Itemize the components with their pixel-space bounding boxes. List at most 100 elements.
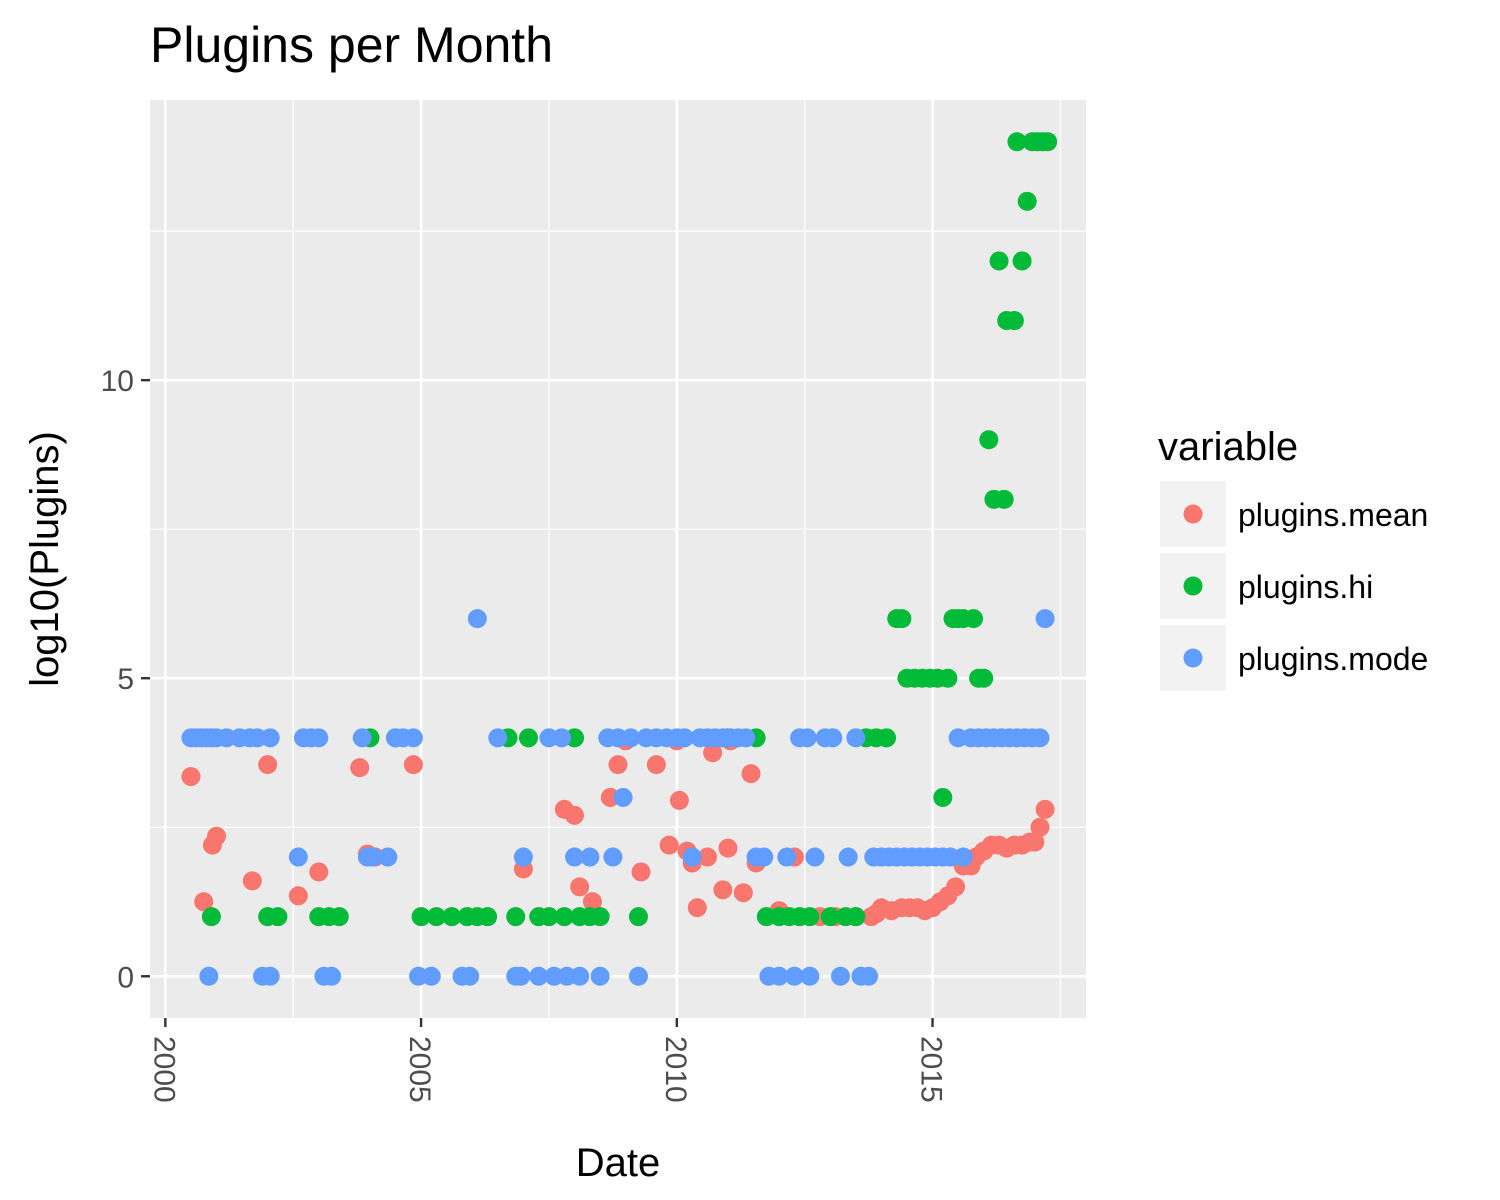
data-point (963, 609, 983, 629)
data-point (933, 787, 953, 807)
data-point (442, 907, 462, 927)
x-tick-label: 2015 (915, 1036, 948, 1103)
data-point (698, 847, 718, 867)
data-point (309, 862, 329, 882)
data-point (309, 728, 329, 748)
plot-panel (150, 100, 1086, 1018)
data-point (800, 907, 820, 927)
data-point (628, 907, 648, 927)
data-point (478, 907, 498, 927)
data-point (1035, 609, 1055, 629)
data-point (199, 966, 219, 986)
data-point (820, 907, 840, 927)
data-point (892, 609, 912, 629)
data-point (603, 847, 623, 867)
data-point (846, 728, 866, 748)
data-point (580, 847, 600, 867)
data-point (718, 838, 738, 858)
data-point (518, 728, 538, 748)
legend-label: plugins.mode (1238, 641, 1428, 677)
y-axis: 0 5 10 (101, 365, 150, 994)
data-point (946, 877, 966, 897)
data-point (1025, 832, 1045, 852)
legend-key-dot (1183, 648, 1203, 668)
data-point (513, 847, 533, 867)
data-point (565, 805, 585, 825)
data-point (258, 755, 278, 775)
data-point (590, 907, 610, 927)
data-points (181, 132, 1058, 986)
legend: variable plugins.mean plugins.hi plugins.m… (1158, 425, 1428, 691)
legend-key-dot (1183, 504, 1203, 524)
data-point (268, 907, 288, 927)
data-point (687, 898, 707, 918)
y-tick-label: 10 (101, 365, 134, 398)
data-point (682, 847, 702, 867)
data-point (552, 728, 572, 748)
data-point (830, 966, 850, 986)
y-tick-label: 5 (117, 663, 134, 696)
legend-title: variable (1158, 425, 1298, 469)
data-point (846, 907, 866, 927)
x-tick-label: 2000 (147, 1036, 180, 1103)
data-point (565, 847, 585, 867)
data-point (769, 966, 789, 986)
x-tick-label: 2010 (659, 1036, 692, 1103)
data-point (582, 892, 602, 912)
data-point (506, 907, 526, 927)
data-point (288, 847, 308, 867)
data-point (838, 847, 858, 867)
data-point (426, 907, 446, 927)
legend-label: plugins.hi (1238, 569, 1373, 605)
data-point (979, 430, 999, 450)
x-axis-title: Date (576, 1141, 661, 1185)
data-point (877, 728, 897, 748)
data-point (646, 755, 666, 775)
data-point (539, 907, 559, 927)
legend-label: plugins.mean (1238, 497, 1428, 533)
data-point (590, 966, 610, 986)
data-point (1017, 191, 1037, 211)
chart-title: Plugins per Month (150, 17, 553, 73)
data-point (403, 728, 423, 748)
data-point (713, 880, 733, 900)
data-point (953, 847, 973, 867)
data-point (1035, 799, 1055, 819)
data-point (242, 871, 262, 891)
data-point (329, 907, 349, 927)
x-axis: 2000 2005 2010 2015 (147, 1018, 948, 1103)
data-point (288, 886, 308, 906)
data-point (659, 835, 679, 855)
data-point (784, 966, 804, 986)
data-point (350, 758, 370, 778)
data-point (989, 251, 1009, 271)
data-point (206, 826, 226, 846)
data-point (554, 907, 574, 927)
series-plugins-mode (181, 609, 1055, 986)
data-point (741, 764, 761, 784)
data-point (754, 847, 774, 867)
data-point (613, 787, 633, 807)
y-axis-title: log10(Plugins) (23, 431, 67, 687)
data-point (1012, 251, 1032, 271)
data-point (938, 668, 958, 688)
data-point (362, 847, 382, 867)
y-tick-label: 0 (117, 961, 134, 994)
data-point (1007, 132, 1027, 152)
data-point (322, 966, 342, 986)
data-point (733, 883, 753, 903)
data-point (460, 966, 480, 986)
data-point (378, 847, 398, 867)
data-point (736, 728, 756, 748)
data-point (201, 907, 221, 927)
data-point (703, 743, 723, 763)
data-point (859, 966, 879, 986)
data-point (1038, 132, 1058, 152)
data-point (403, 755, 423, 775)
data-point (260, 966, 280, 986)
data-point (194, 892, 214, 912)
data-point (674, 728, 694, 748)
data-point (631, 862, 651, 882)
data-point (800, 966, 820, 986)
data-point (974, 668, 994, 688)
